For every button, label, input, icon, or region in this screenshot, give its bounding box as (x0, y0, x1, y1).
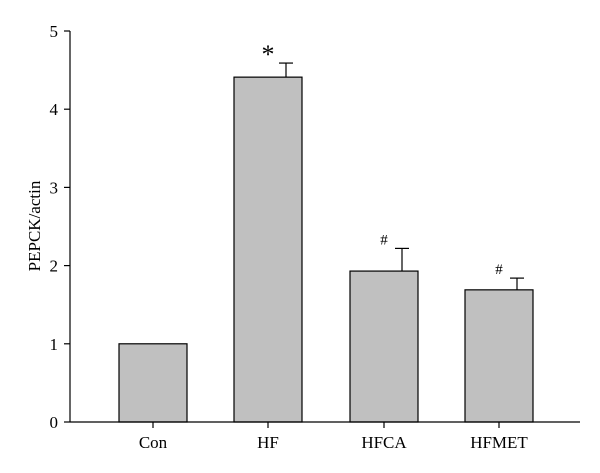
x-axis-labels: Con HF HFCA HFMET (139, 422, 528, 452)
significance-marker-hfmet: # (495, 262, 503, 278)
y-axis-ticks: 0 1 2 3 4 5 (50, 22, 70, 432)
y-tick-label: 3 (50, 178, 59, 197)
bar-hfca (349, 270, 419, 423)
bar-hf (233, 76, 303, 423)
y-tick-label: 1 (50, 335, 59, 354)
y-tick-label: 2 (50, 257, 59, 276)
x-tick-label-hfmet: HFMET (470, 433, 528, 452)
y-tick-label: 4 (50, 100, 59, 119)
error-bars-group (279, 62, 524, 290)
x-tick-label-hf: HF (257, 433, 279, 452)
significance-marker-hf: * (262, 40, 275, 69)
y-tick-label: 0 (50, 413, 59, 432)
significance-markers: * # # (262, 40, 504, 278)
y-tick-label: 5 (50, 22, 59, 41)
x-tick-label-hfca: HFCA (361, 433, 407, 452)
bar-hfmet (464, 289, 534, 423)
significance-marker-hfca: # (380, 232, 388, 248)
bar-con (118, 343, 188, 423)
x-tick-label-con: Con (139, 433, 168, 452)
bars-group (118, 76, 534, 423)
y-axis-title: PEPCK/actin (25, 180, 44, 271)
